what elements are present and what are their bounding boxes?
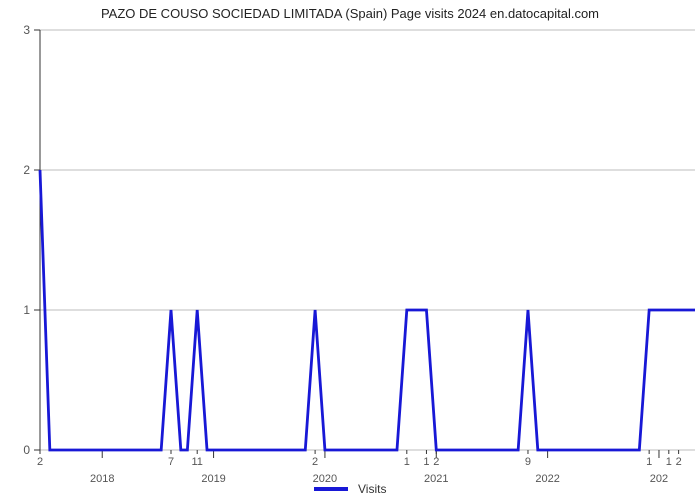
legend-label: Visits [358, 482, 386, 496]
svg-text:2: 2 [312, 456, 318, 468]
svg-text:3: 3 [23, 23, 30, 37]
svg-text:7: 7 [168, 456, 174, 468]
svg-text:1: 1 [666, 456, 672, 468]
svg-text:0: 0 [23, 443, 30, 457]
visits-line-chart: PAZO DE COUSO SOCIEDAD LIMITADA (Spain) … [0, 0, 700, 500]
svg-text:1: 1 [423, 456, 429, 468]
svg-text:2: 2 [676, 456, 682, 468]
svg-text:11: 11 [191, 456, 202, 468]
svg-text:1: 1 [404, 456, 410, 468]
svg-text:1: 1 [646, 456, 652, 468]
svg-text:9: 9 [525, 456, 531, 468]
legend-swatch [314, 487, 348, 491]
svg-text:1: 1 [23, 303, 30, 317]
chart-legend: Visits [0, 480, 700, 498]
svg-text:2: 2 [37, 456, 43, 468]
chart-canvas: 012320182019202020212022202271121129112 [0, 0, 700, 500]
svg-text:2: 2 [23, 163, 30, 177]
svg-text:2: 2 [433, 456, 439, 468]
